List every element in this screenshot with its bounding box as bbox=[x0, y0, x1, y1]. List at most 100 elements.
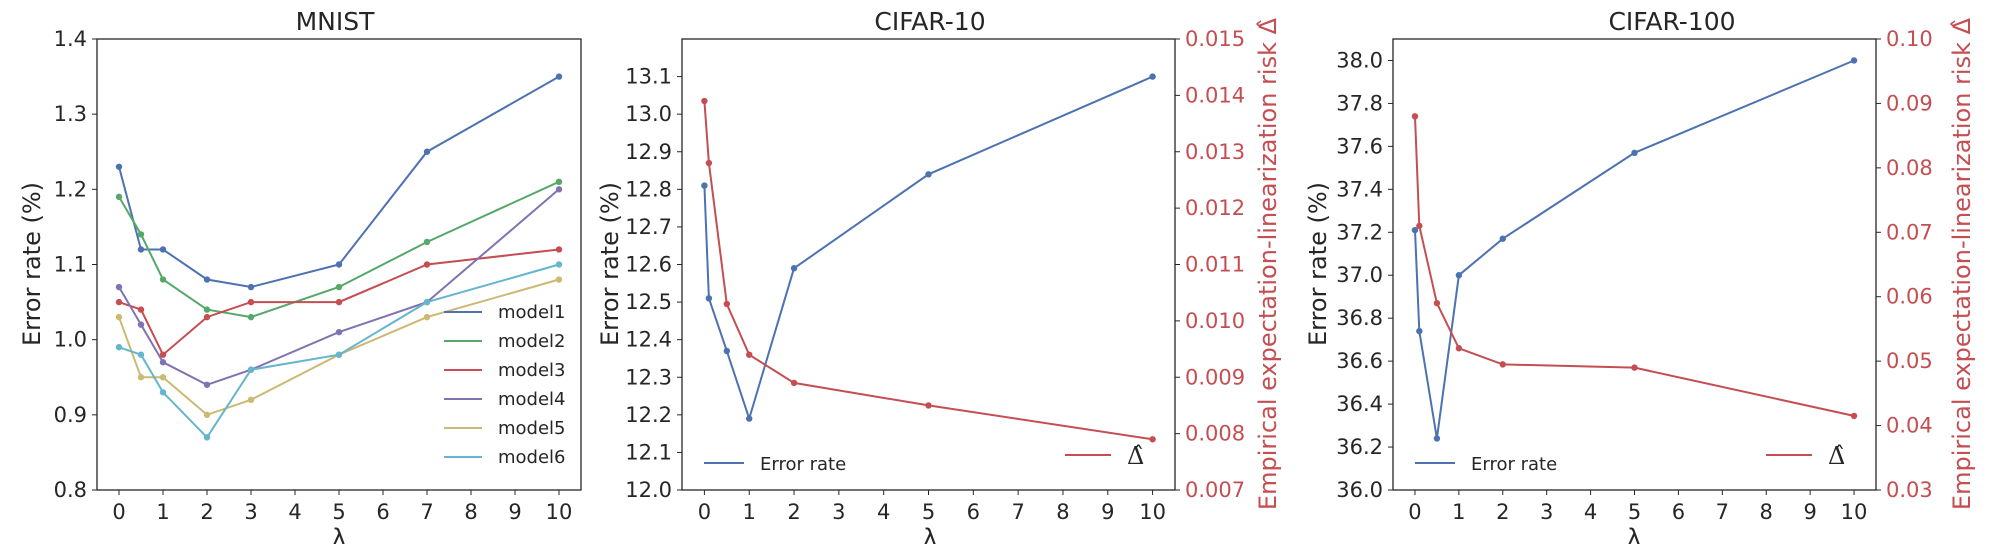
data-point-model1 bbox=[423, 148, 431, 155]
data-point-model2 bbox=[247, 313, 255, 321]
y-tick-label: 37.2 bbox=[1336, 220, 1383, 244]
y-tick-label: 0.8 bbox=[54, 478, 87, 502]
x-tick-label: 6 bbox=[376, 500, 389, 524]
y2-tick-label: 0.03 bbox=[1886, 478, 1933, 502]
chart-panel-cifar10: CIFAR-10 0 1 2 3 4 5 6 7 8 9 10 12.0 12.1 12.2 12.3 12.… bbox=[596, 7, 1282, 544]
data-point-model6 bbox=[203, 434, 211, 441]
chart-panel-mnist: MNIST 0 1 2 3 4 5 6 7 8 9 100.80.91.01.11.21.31.4 … bbox=[18, 7, 582, 544]
data-point-error-rate bbox=[790, 265, 798, 272]
x-tick-label: 7 bbox=[1011, 500, 1024, 524]
y-tick-label: 38.0 bbox=[1336, 48, 1383, 72]
y-tick-label: 1.0 bbox=[54, 328, 87, 352]
axes-frame bbox=[681, 38, 1176, 491]
data-point-delta-hat bbox=[1631, 364, 1638, 371]
x-tick-label: 8 bbox=[1056, 500, 1069, 524]
data-point-delta-hat bbox=[790, 379, 798, 387]
data-point-model3 bbox=[159, 351, 167, 358]
y-tick-label: 12.1 bbox=[625, 440, 672, 464]
chart-panel-cifar100: CIFAR-100 0 1 2 3 4 5 6 7 8 9 10 36.0 36.2 36.4 36.6 36… bbox=[1304, 7, 1976, 544]
data-point-model3 bbox=[335, 298, 343, 306]
data-point-model5 bbox=[203, 411, 211, 419]
x-axis-label: λ bbox=[332, 524, 346, 544]
data-point-delta-hat bbox=[1455, 345, 1463, 352]
x-tick-label: 8 bbox=[464, 500, 477, 524]
x-tick-label: 9 bbox=[508, 500, 521, 524]
legend-label-error-rate: Error rate bbox=[1471, 454, 1557, 475]
data-point-model6 bbox=[159, 389, 167, 396]
series-line-model6 bbox=[118, 263, 560, 439]
axes-frame bbox=[1392, 38, 1877, 491]
x-tick-label: 1 bbox=[156, 500, 169, 524]
y-tick-label: 12.5 bbox=[625, 290, 672, 314]
x-tick-label: 10 bbox=[1139, 500, 1166, 524]
panel-title: MNIST bbox=[296, 7, 376, 36]
x-tick-label: 2 bbox=[787, 500, 800, 524]
y-tick-label: 37.6 bbox=[1336, 134, 1383, 158]
data-point-model1 bbox=[335, 261, 343, 268]
y-tick-label: 1.1 bbox=[54, 253, 87, 277]
y2-tick-label: 0.008 bbox=[1185, 422, 1245, 446]
data-point-delta-hat bbox=[1850, 412, 1858, 420]
data-point-model4 bbox=[137, 321, 145, 328]
x-tick-label: 7 bbox=[1716, 500, 1729, 524]
data-point-model1 bbox=[203, 276, 211, 283]
y-tick-label: 0.9 bbox=[54, 403, 87, 427]
data-point-model5 bbox=[115, 313, 123, 321]
x-tick-label: 3 bbox=[832, 500, 845, 524]
data-point-error-rate bbox=[925, 171, 932, 178]
data-point-model3 bbox=[203, 313, 211, 321]
y-tick-label: 12.8 bbox=[625, 177, 672, 201]
data-point-model2 bbox=[203, 306, 211, 313]
legend: Error rate Δ̂ bbox=[704, 442, 1144, 475]
data-point-model6 bbox=[335, 351, 343, 358]
x-tick-label: 8 bbox=[1760, 500, 1773, 524]
series-line-delta-hat bbox=[703, 100, 1153, 441]
x-tick-label: 10 bbox=[546, 500, 573, 524]
x-tick-label: 1 bbox=[1452, 500, 1465, 524]
y-tick-label: 36.2 bbox=[1336, 435, 1383, 459]
data-point-delta-hat bbox=[1149, 436, 1156, 443]
y2-tick-label: 0.012 bbox=[1185, 196, 1245, 220]
series-line-model3 bbox=[118, 248, 560, 357]
legend-label: model3 bbox=[498, 360, 566, 381]
data-point-model2 bbox=[137, 231, 145, 238]
data-point-model2 bbox=[335, 283, 343, 291]
y2-tick-label: 0.011 bbox=[1185, 253, 1245, 277]
x-tick-label: 5 bbox=[922, 500, 935, 524]
data-point-model5 bbox=[555, 276, 563, 283]
y-tick-label: 37.4 bbox=[1336, 177, 1383, 201]
data-point-model4 bbox=[203, 381, 211, 388]
plot-area bbox=[1411, 57, 1858, 442]
data-point-delta-hat bbox=[1433, 299, 1441, 307]
data-point-model2 bbox=[555, 178, 563, 186]
x-tick-label: 0 bbox=[698, 500, 711, 524]
data-point-delta-hat bbox=[925, 402, 932, 409]
x-tick-label: 1 bbox=[743, 500, 756, 524]
x-tick-label: 9 bbox=[1803, 500, 1816, 524]
data-point-model3 bbox=[555, 246, 563, 253]
x-tick-label: 3 bbox=[244, 500, 257, 524]
legend-label: model5 bbox=[498, 418, 566, 439]
y2-tick-label: 0.010 bbox=[1185, 309, 1245, 333]
series-line-model1 bbox=[118, 75, 560, 289]
y2-axis-label: Empirical expectation-linearization risk… bbox=[1948, 17, 1976, 510]
y2-tick-label: 0.07 bbox=[1886, 220, 1933, 244]
data-point-model5 bbox=[247, 396, 255, 403]
y-tick-label: 12.6 bbox=[625, 253, 672, 277]
legend-label-error-rate: Error rate bbox=[760, 454, 846, 475]
y2-tick-label: 0.014 bbox=[1185, 83, 1245, 107]
x-tick-label: 6 bbox=[967, 500, 980, 524]
series-line-model2 bbox=[118, 180, 560, 319]
data-point-model4 bbox=[555, 186, 563, 193]
x-tick-label: 3 bbox=[1540, 500, 1553, 524]
y-tick-label: 1.3 bbox=[54, 102, 87, 126]
y2-tick-label: 0.10 bbox=[1886, 27, 1933, 51]
series-line-delta-hat bbox=[1414, 116, 1855, 417]
data-point-model1 bbox=[159, 246, 167, 253]
plot-area bbox=[115, 73, 563, 441]
y-tick-label: 37.8 bbox=[1336, 91, 1383, 115]
axes-frame bbox=[96, 38, 582, 491]
series-line-model5 bbox=[118, 278, 560, 416]
x-tick-label: 2 bbox=[1496, 500, 1509, 524]
